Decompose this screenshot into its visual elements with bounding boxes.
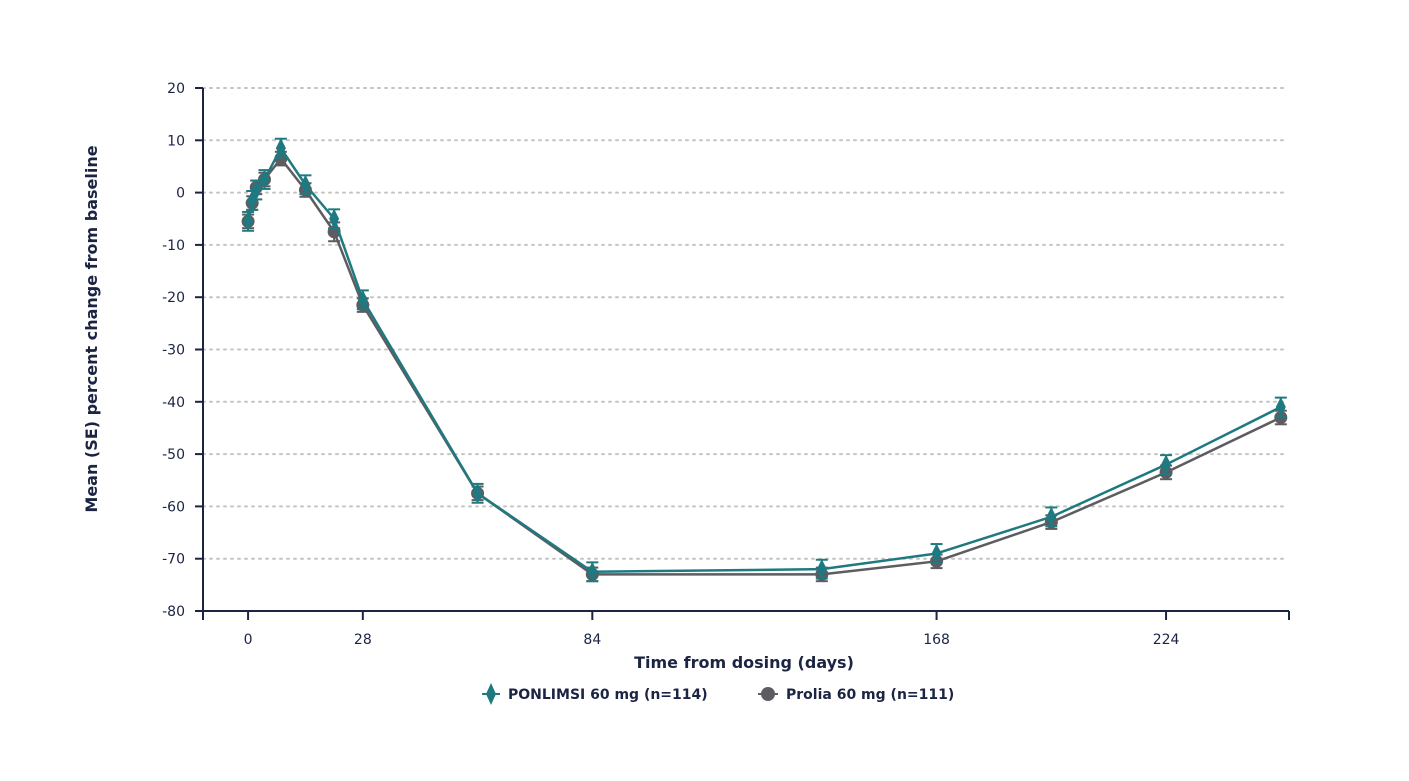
y-tick-label: -80	[162, 604, 185, 620]
data-point	[251, 179, 262, 200]
y-tick-label: -60	[162, 499, 185, 515]
y-tick-label: -30	[162, 343, 185, 359]
y-tick-label: 0	[176, 186, 185, 202]
x-tick-label: 84	[583, 632, 601, 648]
series-layer	[241, 137, 1288, 583]
y-tick-label: -20	[162, 290, 185, 306]
x-tick-label: 224	[1153, 632, 1180, 648]
data-point	[300, 174, 311, 195]
axes: 20 10 0 -10 -20 -30 -40 -50 -60 -70 -80 0 28 84 168 224	[162, 81, 1290, 648]
y-tick-label: -50	[162, 447, 185, 463]
legend: PONLIMSI 60 mg (n=114) Prolia 60 mg (n=11…	[482, 683, 954, 705]
gridlines	[202, 87, 1286, 560]
y-tick-label: 10	[167, 133, 185, 149]
legend-item-ponlimsi: PONLIMSI 60 mg (n=114)	[482, 683, 708, 705]
series-ponlimsi	[242, 137, 1287, 583]
series-prolia	[241, 150, 1288, 583]
y-tick-label: -70	[162, 552, 185, 568]
y-tick-label: 20	[167, 81, 185, 97]
x-tick-label: 168	[923, 632, 950, 648]
legend-item-prolia: Prolia 60 mg (n=111)	[758, 687, 954, 703]
data-point	[587, 561, 598, 582]
data-point	[329, 208, 340, 229]
legend-marker	[486, 683, 496, 705]
data-point	[243, 211, 254, 232]
legend-label: Prolia 60 mg (n=111)	[786, 687, 954, 703]
data-point	[247, 190, 258, 211]
y-axis-title: Mean (SE) percent change from baseline	[82, 145, 101, 512]
data-point	[259, 169, 270, 190]
data-point	[1046, 506, 1057, 527]
data-point	[931, 543, 942, 564]
x-axis-title: Time from dosing (days)	[634, 653, 854, 672]
data-point	[472, 483, 483, 504]
data-point	[816, 559, 827, 580]
series-line	[246, 146, 1282, 574]
data-point	[357, 289, 368, 310]
y-tick-label: -10	[162, 238, 185, 254]
data-point	[1161, 454, 1172, 475]
data-point	[275, 138, 286, 159]
x-tick-label: 0	[244, 632, 253, 648]
x-tick-label: 28	[354, 632, 372, 648]
data-point	[1274, 410, 1288, 424]
y-tick-label: -40	[162, 395, 185, 411]
legend-label: PONLIMSI 60 mg (n=114)	[508, 687, 708, 703]
legend-marker	[761, 687, 775, 701]
data-point	[1275, 397, 1286, 418]
